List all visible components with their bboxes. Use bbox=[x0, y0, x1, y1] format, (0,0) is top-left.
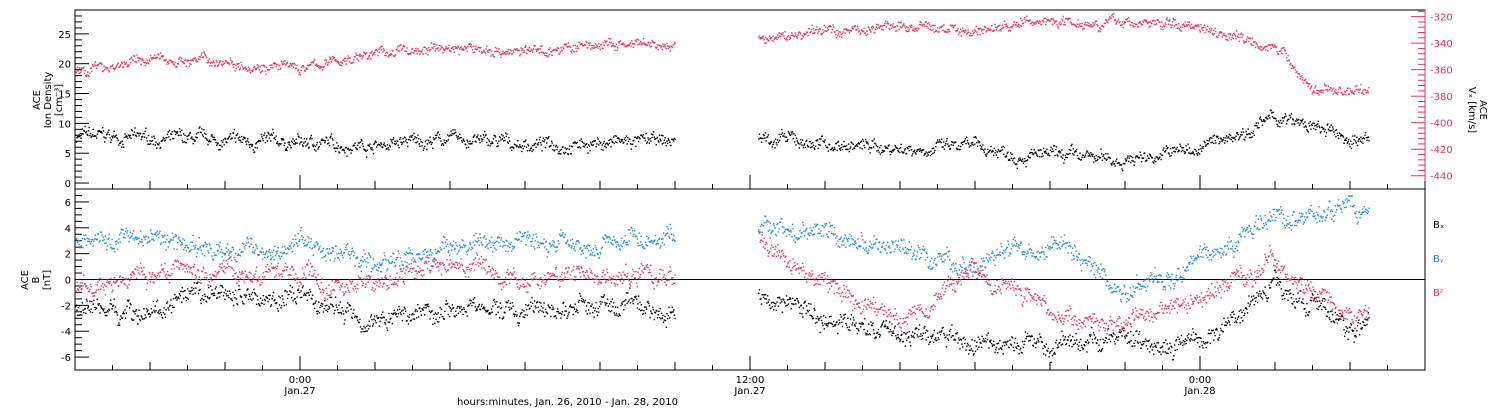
x-tick-date-label: Jan.28 bbox=[1183, 386, 1215, 397]
top-right-tick-label: -360 bbox=[1430, 66, 1453, 77]
top-left-tick-label: 10 bbox=[58, 119, 71, 130]
b-series-1 bbox=[75, 195, 1370, 303]
top-right-tick-label: -320 bbox=[1430, 13, 1453, 24]
bottom-left-tick-label: 2 bbox=[65, 250, 71, 261]
x-tick-time-label: 0:00 bbox=[1189, 375, 1211, 386]
x-tick-date-label: Jan.27 bbox=[733, 386, 765, 397]
density-series bbox=[75, 109, 1370, 172]
ylabel-line: Ion Density bbox=[43, 72, 54, 129]
b-series-0 bbox=[75, 269, 1370, 363]
top-left-tick-label: 25 bbox=[58, 30, 71, 41]
top-left-tick-label: 20 bbox=[58, 60, 71, 71]
ylabel-line: [nT] bbox=[42, 270, 53, 290]
top-right-tick-label: -420 bbox=[1430, 145, 1453, 156]
bottom-left-ylabel: ACE B [nT] bbox=[20, 270, 53, 290]
x-tick-date-label: Jan.27 bbox=[283, 386, 315, 397]
bottom-left-tick-label: 4 bbox=[65, 224, 71, 235]
top-right-tick-label: -340 bbox=[1430, 39, 1453, 50]
ylabel-line: ACE bbox=[32, 90, 43, 110]
b-series-2 bbox=[75, 231, 1370, 336]
x-tick-time-label: 0:00 bbox=[289, 375, 311, 386]
vx-series bbox=[75, 12, 1370, 96]
ylabel-line: [cm⁻³] bbox=[54, 84, 65, 116]
bottom-left-tick-label: -2 bbox=[61, 301, 71, 312]
top-right-tick-label: -440 bbox=[1430, 172, 1453, 183]
bottom-left-tick-label: -6 bbox=[61, 353, 71, 364]
x-tick-time-label: 12:00 bbox=[736, 375, 765, 386]
top-right-tick-label: -400 bbox=[1430, 119, 1453, 130]
top-left-ylabel: ACE Ion Density [cm⁻³] bbox=[32, 72, 65, 129]
top-left-tick-label: 5 bbox=[65, 149, 71, 160]
ylabel-line: ACE bbox=[20, 270, 31, 290]
legend-bz: Bᶻ bbox=[1433, 288, 1444, 299]
bottom-left-tick-label: -4 bbox=[61, 327, 71, 338]
ylabel-line: B bbox=[31, 276, 42, 283]
top-left-tick-label: 0 bbox=[65, 179, 71, 190]
top-left-tick-label: 15 bbox=[58, 90, 71, 101]
legend-bx: Bₓ bbox=[1433, 220, 1444, 231]
top-right-tick-label: -380 bbox=[1430, 92, 1453, 103]
x-axis-title: hours:minutes, Jan. 26, 2010 - Jan. 28, … bbox=[457, 397, 678, 408]
bottom-left-tick-label: 6 bbox=[65, 198, 71, 209]
ylabel-line: Vₓ [km/s] bbox=[1466, 87, 1477, 133]
bottom-left-tick-label: 0 bbox=[65, 276, 71, 287]
legend-by: Bᵧ bbox=[1433, 254, 1444, 265]
ylabel-line: ACE bbox=[1477, 100, 1488, 120]
